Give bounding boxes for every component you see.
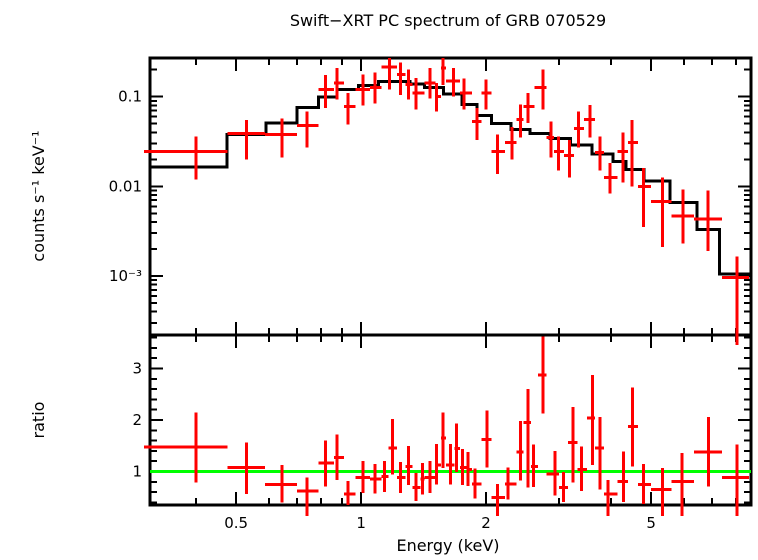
model-line-layer: [150, 80, 751, 276]
bottom-y-axis-label: ratio: [29, 402, 48, 439]
top-y-axis-label: counts s⁻¹ keV⁻¹: [29, 130, 48, 261]
y-tick-label: 10⁻³: [109, 267, 142, 285]
x-tick-label: 0.5: [224, 514, 248, 532]
x-axis-label: Energy (keV): [396, 536, 499, 555]
y-tick-label: 0.1: [118, 88, 142, 106]
y-tick-label: 1: [132, 463, 142, 481]
top-panel-frame: [148, 56, 753, 337]
y-tick-label: 3: [132, 359, 142, 377]
ratio-points-layer: [144, 336, 749, 516]
y-tick-label: 0.01: [109, 177, 142, 195]
y-tick-label: 2: [132, 411, 142, 429]
x-tick-label: 2: [481, 514, 491, 532]
x-tick-label: 1: [356, 514, 366, 532]
model-line: [150, 80, 751, 276]
x-tick-label: 5: [646, 514, 656, 532]
tick-labels-layer: 0.5 1 2 5 0.1 0.01 10⁻³ 1 2 3: [109, 88, 656, 532]
axes-frame: [148, 56, 753, 507]
figure-title: Swift−XRT PC spectrum of GRB 070529: [290, 11, 606, 30]
spectrum-points-layer: [144, 58, 749, 345]
